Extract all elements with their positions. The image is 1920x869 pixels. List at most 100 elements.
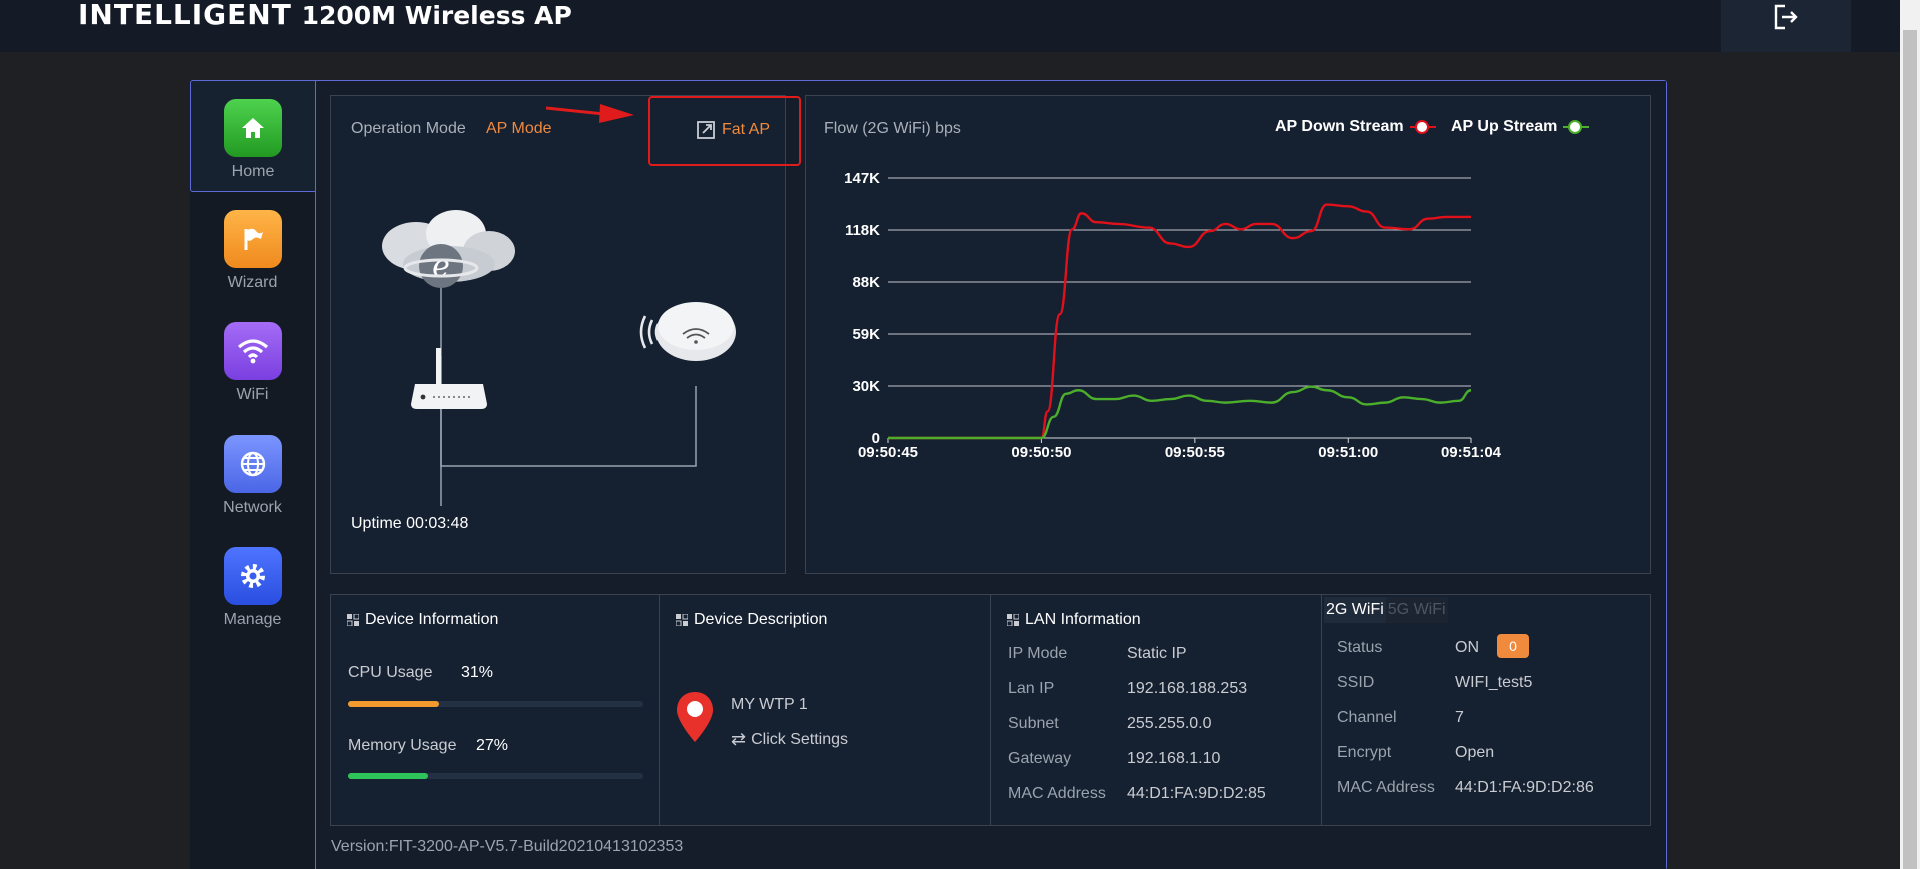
lan-value: 192.168.188.253 bbox=[1127, 680, 1248, 697]
router-icon bbox=[411, 348, 487, 409]
memory-value: 27% bbox=[476, 737, 509, 754]
x-tick-label: 09:50:45 bbox=[858, 444, 918, 461]
x-tick-label: 09:50:50 bbox=[1011, 444, 1071, 461]
lan-info-title: LAN Information bbox=[1007, 611, 1141, 629]
brand-bold: INTELLIGENT bbox=[78, 0, 292, 31]
device-name: MY WTP 1 bbox=[731, 696, 808, 713]
x-tick-label: 09:51:04 bbox=[1441, 444, 1502, 461]
grid-icon bbox=[347, 614, 359, 626]
wifi-key: Channel bbox=[1337, 709, 1397, 726]
client-count-badge[interactable]: 0 bbox=[1497, 634, 1529, 658]
swap-icon: ⇄ bbox=[731, 729, 747, 749]
click-settings-link[interactable]: ⇄ Click Settings bbox=[731, 729, 848, 750]
top-header: INTELLIGENT 1200M Wireless AP bbox=[0, 0, 1900, 52]
access-point-icon bbox=[639, 302, 736, 361]
wifi-value: 7 bbox=[1455, 709, 1464, 726]
lan-key: Subnet bbox=[1008, 715, 1059, 732]
sidebar-item-home[interactable]: Home bbox=[190, 80, 315, 192]
highlight-box bbox=[648, 96, 801, 166]
external-link-icon bbox=[697, 121, 715, 139]
sidebar-label-wizard: Wizard bbox=[227, 274, 278, 291]
legend-up[interactable]: AP Up Stream bbox=[1451, 118, 1590, 136]
click-settings-label: Click Settings bbox=[751, 730, 849, 748]
operation-mode-label: Operation Mode bbox=[351, 120, 466, 137]
legend-down[interactable]: AP Down Stream bbox=[1275, 118, 1436, 136]
series-line-up bbox=[887, 385, 1472, 440]
wifi-key: MAC Address bbox=[1337, 779, 1435, 796]
device-description-title-text: Device Description bbox=[694, 611, 828, 628]
lan-value: 44:D1:FA:9D:D2:85 bbox=[1127, 785, 1266, 802]
home-icon bbox=[224, 99, 282, 157]
y-tick-label: 0 bbox=[872, 430, 880, 447]
lan-key: Lan IP bbox=[1008, 680, 1055, 697]
fat-ap-link[interactable]: Fat AP bbox=[696, 120, 770, 140]
y-tick-label: 30K bbox=[852, 378, 880, 395]
sidebar: Home Wizard WiFi Network Manage bbox=[190, 80, 315, 869]
flow-title: Flow (2G WiFi) bps bbox=[824, 120, 961, 137]
globe-icon bbox=[223, 435, 282, 493]
cloud-icon: e bbox=[382, 210, 515, 288]
sidebar-item-wizard[interactable]: Wizard bbox=[190, 210, 315, 292]
sidebar-label-manage: Manage bbox=[223, 611, 282, 628]
arrow-annotation bbox=[545, 104, 634, 123]
lan-info-title-text: LAN Information bbox=[1025, 611, 1141, 628]
tab-2g-wifi[interactable]: 2G WiFi bbox=[1324, 597, 1386, 623]
wifi-value: WIFI_test5 bbox=[1455, 674, 1533, 691]
sidebar-label-network: Network bbox=[223, 499, 282, 516]
topology-diagram: e bbox=[382, 210, 736, 506]
wifi-icon bbox=[223, 322, 282, 380]
tab-5g-wifi[interactable]: 5G WiFi bbox=[1385, 597, 1448, 623]
fat-ap-label: Fat AP bbox=[722, 121, 771, 138]
sidebar-label-home: Home bbox=[231, 163, 275, 180]
memory-bar bbox=[348, 773, 643, 779]
wifi-key: Encrypt bbox=[1337, 744, 1392, 761]
sidebar-label-wifi: WiFi bbox=[236, 386, 269, 403]
cpu-bar bbox=[348, 701, 643, 707]
lan-value: Static IP bbox=[1127, 645, 1187, 662]
main-content: Operation Mode AP Mode Fat AP e bbox=[315, 81, 1666, 869]
y-tick-label: 88K bbox=[852, 274, 880, 291]
logout-button[interactable] bbox=[1721, 0, 1851, 52]
legend-up-label: AP Up Stream bbox=[1451, 118, 1558, 135]
cpu-label: CPU Usage bbox=[348, 664, 433, 681]
location-pin-icon bbox=[677, 692, 713, 742]
svg-text:e: e bbox=[432, 249, 450, 284]
legend-up-marker bbox=[1563, 120, 1590, 134]
cpu-value: 31% bbox=[461, 664, 494, 681]
logout-icon[interactable] bbox=[1771, 2, 1801, 32]
wifi-key: SSID bbox=[1337, 674, 1375, 691]
legend-down-label: AP Down Stream bbox=[1275, 118, 1404, 135]
y-tick-label: 59K bbox=[852, 326, 880, 343]
sidebar-item-network[interactable]: Network bbox=[190, 435, 315, 517]
lan-key: Gateway bbox=[1008, 750, 1072, 767]
scrollbar-thumb[interactable] bbox=[1903, 30, 1917, 869]
grid-icon bbox=[676, 614, 688, 626]
lan-value: 255.255.0.0 bbox=[1127, 715, 1212, 732]
device-info-section: Device Information CPU Usage 31% Memory … bbox=[331, 595, 660, 825]
brand-title: INTELLIGENT 1200M Wireless AP bbox=[78, 0, 572, 32]
x-tick-label: 09:51:00 bbox=[1318, 444, 1378, 461]
info-panel: Device Information CPU Usage 31% Memory … bbox=[330, 594, 1651, 826]
wifi-value: 44:D1:FA:9D:D2:86 bbox=[1455, 779, 1594, 796]
flag-icon bbox=[223, 210, 282, 268]
operation-mode-value: AP Mode bbox=[486, 120, 552, 137]
lan-key: MAC Address bbox=[1008, 785, 1106, 802]
device-info-title-text: Device Information bbox=[365, 611, 499, 628]
device-description-title: Device Description bbox=[676, 611, 827, 629]
x-tick-label: 09:50:55 bbox=[1165, 444, 1225, 461]
wifi-value: Open bbox=[1455, 744, 1495, 761]
version-text: Version:FIT-3200-AP-V5.7-Build2021041310… bbox=[331, 838, 684, 855]
sidebar-item-manage[interactable]: Manage bbox=[190, 547, 315, 629]
flow-panel: Flow (2G WiFi) bps AP Down Stream AP Up … bbox=[805, 95, 1651, 574]
memory-bar-fill bbox=[348, 773, 428, 779]
operation-panel: Operation Mode AP Mode Fat AP e bbox=[330, 95, 801, 574]
legend-down-marker bbox=[1409, 120, 1436, 134]
sidebar-item-wifi[interactable]: WiFi bbox=[190, 322, 315, 404]
cpu-bar-fill bbox=[348, 701, 440, 707]
y-tick-label: 147K bbox=[844, 170, 880, 187]
memory-label: Memory Usage bbox=[348, 737, 457, 754]
gear-icon bbox=[223, 547, 282, 605]
grid-icon bbox=[1007, 614, 1019, 626]
wifi-info-section: 2G WiFi 5G WiFi Status ON 0 SSID WIFI_tes… bbox=[1322, 595, 1650, 825]
device-description-section: Device Description MY WTP 1 ⇄ Click Sett… bbox=[660, 595, 991, 825]
